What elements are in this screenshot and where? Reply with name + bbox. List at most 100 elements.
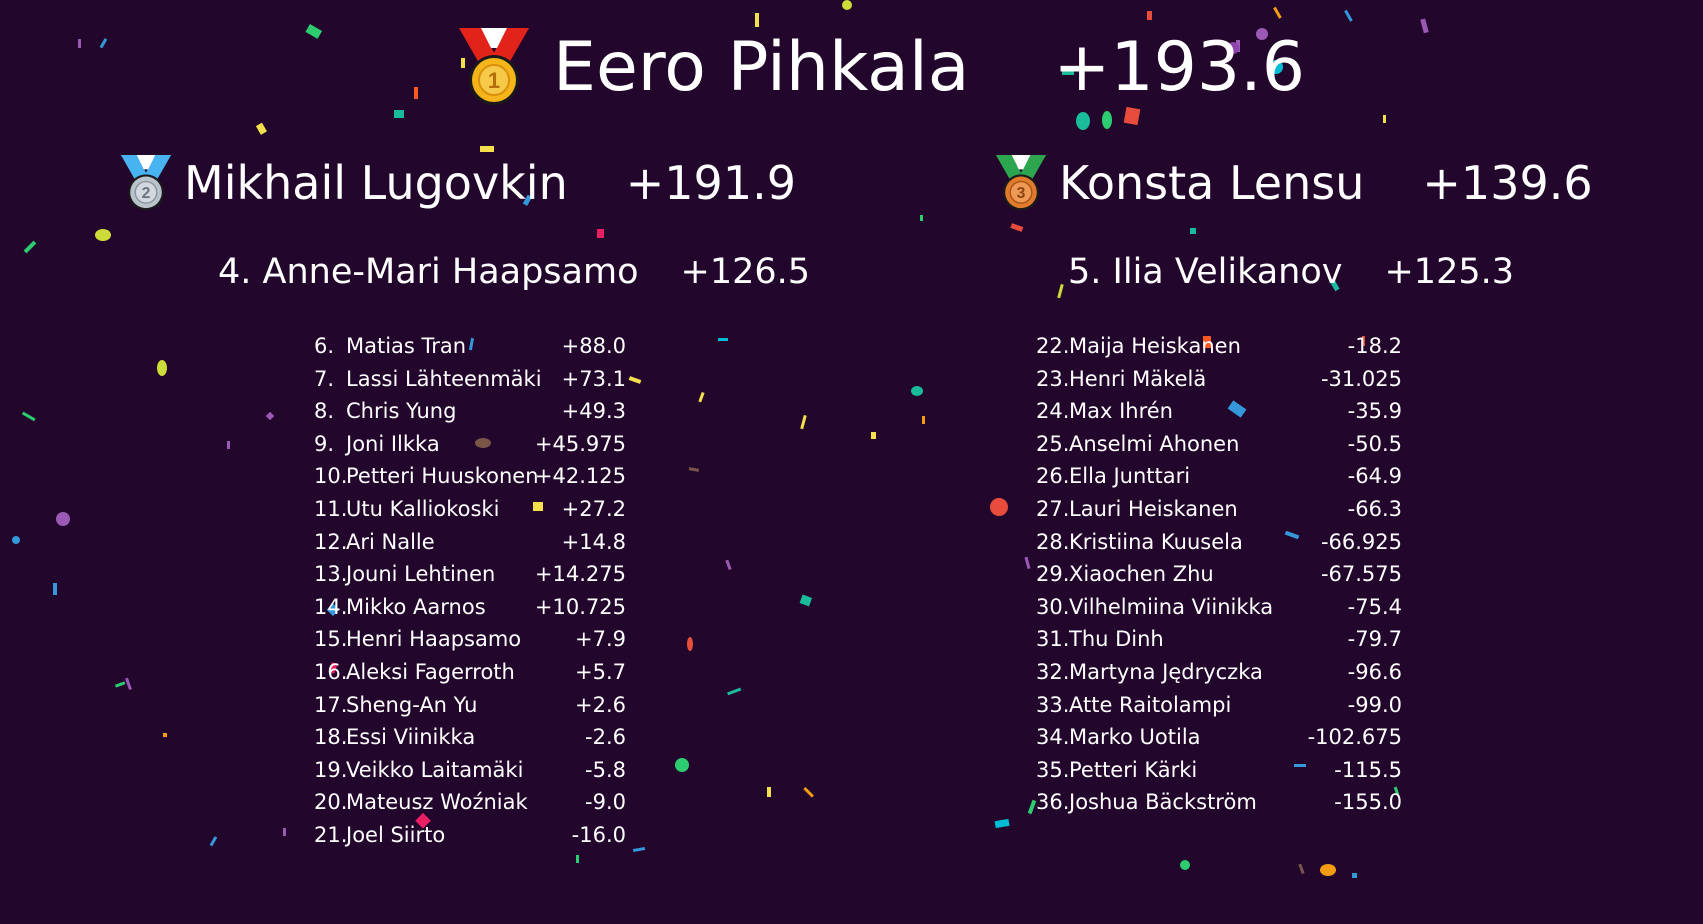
second-place-score: +191.9	[625, 156, 796, 210]
rank-number: 26.	[1036, 464, 1070, 489]
player-name: Xiaochen Zhu	[1069, 562, 1214, 587]
player-name: Vilhelmiina Viinikka	[1069, 594, 1274, 619]
player-name: Joel Siirto	[346, 822, 446, 847]
player-name: Thu Dinh	[1069, 627, 1164, 652]
player-score: -18.2	[1347, 334, 1402, 358]
player-score: -115.5	[1334, 757, 1402, 782]
player-name: Sheng-An Yu	[346, 692, 478, 717]
player-score: +88.0	[561, 334, 626, 358]
third-place-name: Konsta Lensu	[1059, 156, 1365, 210]
player-score: -96.6	[1347, 659, 1402, 684]
player-name: Utu Kalliokoski	[346, 496, 500, 521]
rank-number: 13.	[314, 562, 348, 587]
rank-number: 29.	[1036, 562, 1070, 587]
player-score: +5.7	[575, 659, 626, 684]
rank-number: 33.	[1036, 692, 1070, 717]
player-score: +27.2	[561, 496, 626, 521]
player-name: Lassi Lähteenmäki	[346, 366, 542, 391]
fifth-place: 5. Ilia Velikanov +125.3	[1068, 252, 1514, 292]
player-name: Aleksi Fagerroth	[346, 659, 515, 684]
rank-number: 15.	[314, 627, 348, 652]
player-name: Henri Mäkelä	[1069, 366, 1207, 391]
player-name: Essi Viinikka	[346, 725, 476, 750]
player-score: -16.0	[571, 822, 626, 847]
player-score: -66.925	[1320, 529, 1402, 554]
rank-number: 11.	[314, 496, 348, 521]
player-score: +45.975	[534, 431, 626, 456]
player-name: Martyna Jędryczka	[1069, 659, 1263, 684]
rank-number: 34.	[1036, 725, 1070, 750]
rank-number: 32.	[1036, 659, 1070, 684]
rank-number: 10.	[314, 464, 348, 489]
player-name: Max Ihrén	[1069, 399, 1173, 424]
player-name: Veikko Laitamäki	[346, 757, 524, 782]
rank-number: 31.	[1036, 627, 1070, 652]
svg-text:1: 1	[488, 68, 500, 93]
svg-text:3: 3	[1017, 185, 1026, 202]
player-score: -79.7	[1347, 627, 1402, 652]
player-score: -31.025	[1320, 366, 1402, 391]
fourth-place-score: +126.5	[680, 252, 811, 292]
player-score: -50.5	[1347, 431, 1402, 456]
svg-text:2: 2	[142, 185, 151, 202]
player-name: Maija Heiskanen	[1069, 334, 1241, 358]
rank-number: 21.	[314, 822, 348, 847]
rank-number: 36.	[1036, 790, 1070, 815]
fourth-place: 4. Anne-Mari Haapsamo +126.5	[218, 252, 810, 292]
player-name: Joshua Bäckström	[1069, 790, 1257, 815]
first-place-name: Eero Pihkala	[553, 27, 970, 107]
player-name: Chris Yung	[346, 399, 457, 424]
fifth-place-label: 5. Ilia Velikanov	[1068, 252, 1343, 292]
third-place: 3 Konsta Lensu +139.6	[993, 148, 1593, 218]
fifth-place-score: +125.3	[1384, 252, 1515, 292]
player-score: -75.4	[1347, 594, 1402, 619]
player-score: +10.725	[534, 594, 626, 619]
rank-number: 20.	[314, 790, 348, 815]
rank-number: 12.	[314, 529, 348, 554]
rank-number: 19.	[314, 757, 348, 782]
player-name: Atte Raitolampi	[1069, 692, 1232, 717]
bronze-medal-icon: 3	[995, 155, 1047, 211]
player-score: +14.275	[534, 562, 626, 587]
player-score: -5.8	[585, 757, 626, 782]
rank-number: 17.	[314, 692, 348, 717]
player-score: -102.675	[1307, 725, 1402, 750]
player-name: Matias Tran	[346, 334, 467, 358]
rank-number: 6.	[314, 334, 335, 358]
player-score: -35.9	[1347, 399, 1402, 424]
player-score: +49.3	[561, 399, 626, 424]
player-score: +7.9	[575, 627, 626, 652]
rank-number: 14.	[314, 594, 348, 619]
player-name: Petteri Kärki	[1069, 757, 1198, 782]
player-score: +2.6	[575, 692, 626, 717]
player-name: Joni Ilkka	[346, 431, 440, 456]
player-name: Mikko Aarnos	[346, 594, 486, 619]
player-name: Jouni Lehtinen	[346, 562, 496, 587]
rank-number: 24.	[1036, 399, 1070, 424]
player-score: -9.0	[585, 790, 626, 815]
rank-number: 22.	[1036, 334, 1070, 358]
player-score: +73.1	[561, 366, 626, 391]
player-score: -66.3	[1347, 496, 1402, 521]
player-name: Anselmi Ahonen	[1069, 431, 1240, 456]
player-name: Petteri Huuskonen	[346, 464, 539, 489]
player-score: +42.125	[534, 464, 626, 489]
player-score: -155.0	[1334, 790, 1402, 815]
player-name: Mateusz Woźniak	[346, 790, 528, 815]
rank-number: 8.	[314, 399, 335, 424]
third-place-score: +139.6	[1422, 156, 1593, 210]
first-place-score: +193.6	[1053, 27, 1306, 107]
rank-number: 30.	[1036, 594, 1070, 619]
rank-number: 35.	[1036, 757, 1070, 782]
player-score: -64.9	[1347, 464, 1402, 489]
first-place: 1 Eero Pihkala +193.6	[455, 22, 1305, 112]
rank-number: 7.	[314, 366, 335, 391]
rank-number: 27.	[1036, 496, 1070, 521]
rank-number: 23.	[1036, 366, 1070, 391]
player-name: Kristiina Kuusela	[1069, 529, 1243, 554]
second-place: 2 Mikhail Lugovkin +191.9	[118, 148, 796, 218]
rank-number: 16.	[314, 659, 348, 684]
rank-number: 25.	[1036, 431, 1070, 456]
player-name: Ella Junttari	[1069, 464, 1191, 489]
